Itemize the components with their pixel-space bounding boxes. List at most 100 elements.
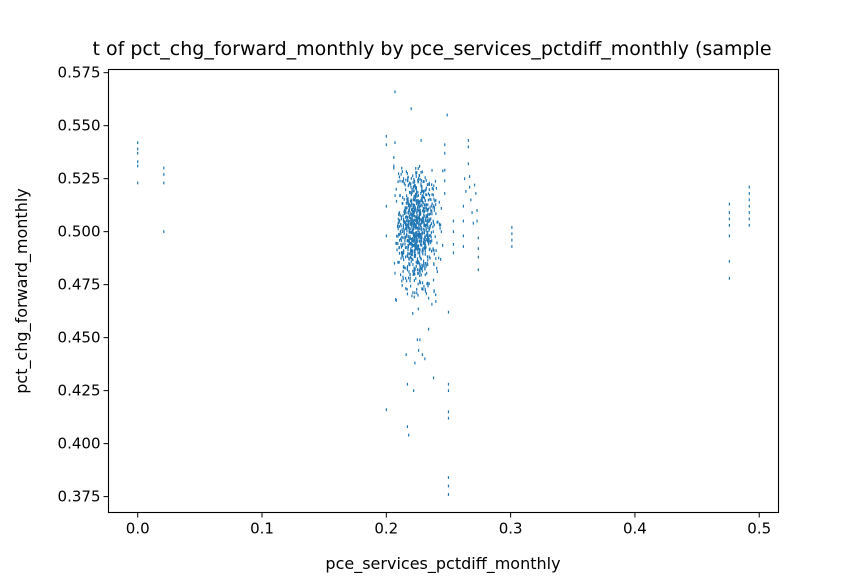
data-point [400,239,403,242]
data-point [411,216,413,220]
data-point [406,287,408,291]
data-point [412,203,415,207]
data-point [434,179,437,183]
data-point [408,270,410,274]
data-point [420,179,422,182]
data-point [404,239,406,243]
data-point [418,164,421,168]
data-point [472,221,474,225]
data-point [396,234,398,238]
data-point [429,197,431,201]
data-point [406,172,408,175]
data-point [414,272,416,276]
plot-area-frame [107,68,780,514]
data-point [401,201,403,205]
data-point [511,238,513,242]
data-point [425,193,427,196]
data-point [408,242,410,246]
data-point [428,193,431,197]
data-point [748,185,750,189]
data-point [412,233,414,237]
data-point [415,171,417,174]
data-point [410,247,412,251]
data-point [407,178,409,182]
data-point [413,234,416,238]
data-point [412,312,414,315]
data-point [410,177,412,180]
data-point [405,178,407,182]
data-point [435,249,437,252]
data-point [416,240,418,244]
data-point [424,203,426,207]
data-point [447,410,450,414]
data-point [422,220,424,223]
data-point [411,257,413,261]
data-point [444,143,446,147]
data-point [432,221,435,225]
data-point [419,208,421,212]
data-point [417,307,419,311]
data-point [422,264,424,268]
data-point [420,238,422,242]
data-point [414,267,416,271]
data-point [424,236,426,240]
data-point [416,268,419,272]
data-point [415,231,417,235]
data-point [424,267,426,271]
data-point [420,226,422,229]
data-point [476,209,478,212]
data-point [428,239,430,243]
data-point [408,252,410,256]
data-point [404,246,407,250]
data-point [405,225,407,229]
data-point [419,248,421,252]
data-point [409,276,411,280]
data-point [401,250,403,254]
data-point [475,192,477,195]
data-point [425,203,428,207]
data-point [393,261,396,265]
data-point [411,294,413,298]
data-point [426,221,428,225]
data-point [419,338,421,342]
data-point [419,210,422,214]
data-point [395,298,397,302]
data-point [430,204,432,208]
data-point [137,164,139,168]
data-point [417,209,419,213]
data-point [397,217,399,221]
data-point [419,227,421,230]
data-point [415,245,417,249]
data-point [415,218,417,222]
data-point [413,237,415,241]
data-point [419,254,421,258]
data-point [427,263,429,267]
data-point [423,259,425,263]
data-point [435,198,437,202]
data-point [464,177,466,181]
data-point [432,376,435,380]
data-point [408,214,411,218]
data-point [401,228,403,232]
data-point [418,208,420,212]
data-point [405,232,408,236]
data-point [413,268,415,272]
y-tick-label: 0.500 [58,223,101,241]
data-point [415,247,418,250]
data-point [410,193,412,196]
data-point [416,221,418,225]
data-point [447,416,450,420]
data-point [399,179,401,183]
data-point [423,191,425,195]
data-point [424,246,426,250]
data-point [430,217,432,221]
data-point [417,216,420,220]
data-point [728,211,730,214]
data-point [415,175,417,178]
y-tick-label: 0.450 [58,329,101,347]
data-point [416,233,419,237]
data-point [405,206,407,210]
data-point [426,183,429,187]
data-point [407,215,409,219]
